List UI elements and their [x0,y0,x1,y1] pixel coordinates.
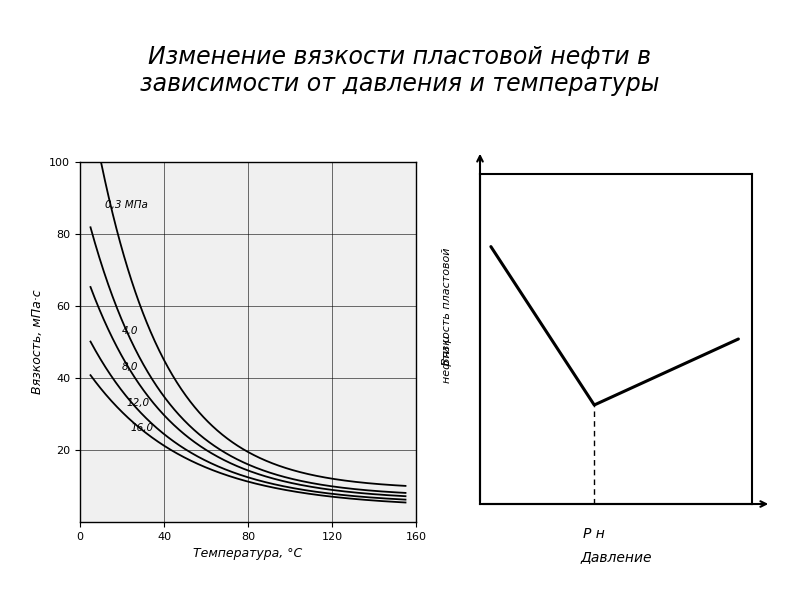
Text: 12,0: 12,0 [126,398,150,408]
Text: 8,0: 8,0 [122,362,138,372]
Text: Изменение вязкости пластовой нефти в
зависимости от давления и температуры: Изменение вязкости пластовой нефти в зав… [140,44,660,97]
Text: 4,0: 4,0 [122,326,138,336]
X-axis label: Температура, °С: Температура, °С [194,547,302,560]
Y-axis label: Вязкость, мПа·с: Вязкость, мПа·с [30,290,44,394]
Text: 0,3 МПа: 0,3 МПа [106,200,148,210]
Text: Р н: Р н [583,527,605,541]
Text: Вязкость пластовой: Вязкость пластовой [442,247,452,365]
Text: Давление: Давление [580,550,652,564]
Text: 16,0: 16,0 [130,424,154,433]
Text: нефти µ: нефти µ [442,335,452,383]
